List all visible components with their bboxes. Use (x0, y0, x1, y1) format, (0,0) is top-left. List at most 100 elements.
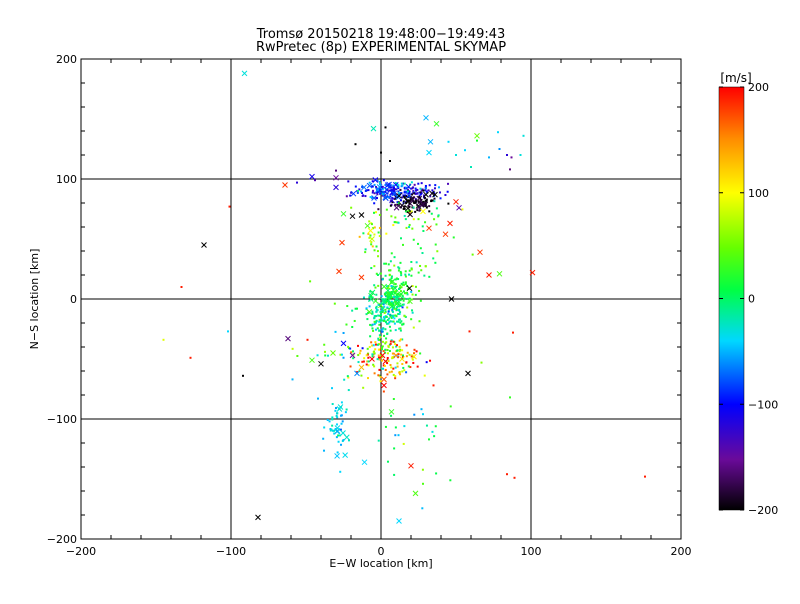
data-point-x (496, 270, 503, 277)
data-point-x-stroke (372, 298, 379, 304)
data-point-dot (387, 263, 390, 266)
data-point-x-stroke (340, 340, 347, 347)
data-point-dot (386, 460, 389, 463)
data-point-dot (375, 328, 378, 331)
data-point-dot (444, 194, 447, 197)
data-point-dot (410, 274, 413, 277)
data-point-dot (384, 190, 387, 193)
data-point-x-stroke (367, 227, 374, 234)
data-point-dot (351, 309, 354, 312)
data-point-dot (373, 372, 376, 375)
data-point-dot (369, 323, 372, 326)
data-point-dot (385, 285, 388, 288)
data-point-dot (428, 210, 431, 213)
data-point-dot (373, 233, 376, 236)
data-point-x-stroke (384, 182, 391, 188)
data-point-dot (389, 260, 392, 263)
data-point-dot (402, 366, 405, 369)
data-point-dot (381, 319, 384, 322)
data-point-dot (350, 351, 353, 354)
data-point-x (426, 225, 432, 232)
data-point-dot (362, 296, 365, 299)
data-point-x-stroke (420, 201, 426, 208)
data-point-dot (422, 482, 424, 485)
data-point-dot (405, 291, 408, 294)
data-point-dot (380, 346, 383, 349)
data-point-dot (390, 215, 393, 218)
data-point-dot (422, 189, 425, 192)
data-point-dot (403, 207, 406, 210)
data-point-x-stroke (201, 242, 207, 248)
data-point-dot (400, 199, 403, 202)
data-point-dot (417, 218, 420, 221)
data-point-x (241, 70, 248, 77)
data-point-dot (408, 353, 411, 356)
data-point-dot (413, 192, 416, 195)
data-point-dot (384, 292, 387, 295)
data-point-dot (399, 373, 402, 376)
data-point-dot (371, 355, 374, 358)
data-point-dot (375, 308, 378, 311)
data-point-dot (468, 330, 471, 333)
data-point-dot (411, 206, 414, 209)
data-point-dot (428, 275, 431, 278)
data-point-x-stroke (369, 356, 375, 362)
data-point-dot (371, 353, 374, 356)
colorbar-tick-label: 200 (748, 81, 769, 94)
data-point-dot (331, 387, 334, 390)
data-point-dot (421, 507, 424, 510)
data-point-x-stroke (364, 222, 371, 229)
data-point-dot (366, 318, 369, 321)
data-point-dot (347, 439, 350, 442)
data-point-dot (419, 299, 422, 302)
data-point-dot (407, 287, 410, 290)
data-point-dot (396, 201, 399, 204)
data-point-dot (400, 206, 403, 209)
data-point-dot (402, 243, 405, 246)
data-point-dot (346, 375, 349, 378)
data-point-dot (404, 315, 407, 318)
data-point-dot (433, 187, 436, 190)
data-point-dot (387, 345, 390, 348)
data-point-x (381, 283, 387, 290)
data-point-x-stroke (366, 182, 373, 189)
data-point-dot (336, 451, 339, 454)
data-point-x (396, 518, 402, 524)
data-point-dot (387, 195, 390, 198)
data-point-dot (402, 303, 405, 306)
data-point-x-stroke (448, 296, 455, 302)
data-point-x-stroke (358, 274, 365, 281)
data-point-x-stroke (340, 210, 347, 217)
data-point-dot (392, 373, 395, 376)
data-point-x (318, 360, 324, 367)
data-point-dot (394, 196, 397, 199)
data-point-dot (506, 154, 508, 156)
data-point-dot (354, 307, 357, 310)
data-point-dot (386, 352, 389, 355)
data-point-dot (396, 365, 399, 368)
colorbar-tick-label: −200 (748, 504, 778, 517)
data-point-dot (422, 200, 425, 203)
data-point-x-stroke (376, 184, 383, 190)
data-point-dot (370, 324, 373, 327)
data-point-x (389, 301, 395, 307)
data-point-dot (378, 358, 381, 361)
data-point-dot (356, 344, 359, 347)
data-point-dot (413, 352, 416, 355)
data-point-dot (431, 430, 434, 433)
data-point-dot (382, 319, 385, 322)
data-point-dot (388, 371, 391, 374)
data-point-dot (438, 191, 441, 194)
data-point-dot (398, 313, 401, 316)
data-point-x (388, 408, 395, 415)
data-point-dot (340, 401, 343, 404)
data-point-x-stroke (465, 370, 471, 377)
data-point-dot (382, 316, 385, 319)
data-point-dot (391, 189, 394, 192)
data-point-dot (455, 154, 457, 156)
data-point-dot (413, 348, 416, 351)
data-point-dot (228, 205, 231, 208)
data-point-dot (390, 314, 393, 317)
colorbar-ticks: 200 100 0 −100 −200 (719, 81, 778, 517)
data-point-dot (340, 353, 343, 356)
